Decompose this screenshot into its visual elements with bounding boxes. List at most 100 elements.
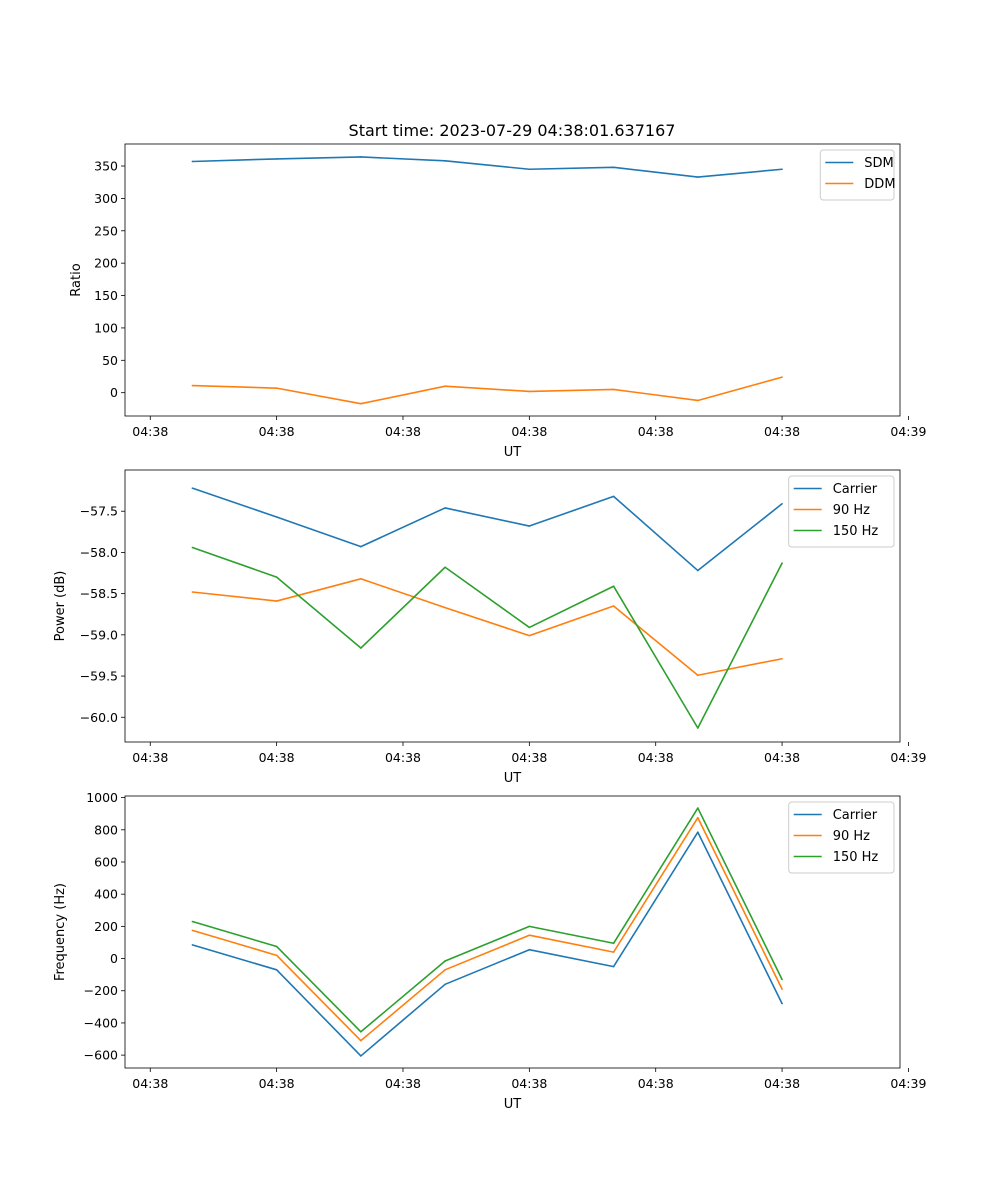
data-point <box>781 988 783 990</box>
x-tick-label: 04:38 <box>385 1076 421 1091</box>
data-point <box>612 166 615 169</box>
data-point <box>697 831 699 834</box>
legend-box <box>788 801 895 874</box>
series-line-90-hz <box>192 816 783 1042</box>
x-tick-label: 04:38 <box>259 424 295 439</box>
legend: Carrier 90 Hz 150 Hz <box>788 801 895 874</box>
x-axis-label: UT <box>504 445 522 460</box>
data-point <box>781 978 783 981</box>
data-point <box>781 502 783 505</box>
data-point <box>528 390 531 393</box>
x-tick-label: 04:38 <box>385 750 421 765</box>
legend-label: 150 Hz <box>833 850 879 865</box>
y-axis-label: Ratio <box>69 263 84 296</box>
y-tick-label: 200 <box>94 919 118 934</box>
y-tick-label: 400 <box>94 887 118 902</box>
data-point <box>275 954 278 957</box>
data-point <box>275 945 278 948</box>
data-point <box>444 983 446 986</box>
y-tick-label: 50 <box>102 353 118 368</box>
x-tick-label: 04:39 <box>890 1076 926 1091</box>
legend-label: 150 Hz <box>833 524 879 539</box>
plot-frame <box>124 143 901 417</box>
data-point <box>612 585 615 588</box>
x-tick-label: 04:38 <box>511 1076 547 1091</box>
data-point <box>612 495 615 498</box>
x-tick-label: 04:38 <box>385 424 421 439</box>
x-tick-label: 04:38 <box>638 1076 674 1091</box>
series-line-90-hz <box>192 577 783 677</box>
data-point <box>781 562 783 564</box>
x-tick-label: 04:38 <box>638 750 674 765</box>
panel-2: 04:38 04:38 04:38 04:38 04:38 04:38 04:39 −57.5… <box>53 469 926 786</box>
y-tick-label: −200 <box>84 983 118 998</box>
y-tick-label: 350 <box>94 159 118 174</box>
data-point <box>697 816 699 819</box>
legend-label: Carrier <box>833 808 878 823</box>
data-point <box>444 385 446 388</box>
y-tick-label: 200 <box>94 256 118 271</box>
x-axis-label: UT <box>504 1097 522 1112</box>
data-point <box>697 176 699 178</box>
y-tick-label: 250 <box>94 223 118 238</box>
legend-label: Carrier <box>833 482 878 497</box>
y-tick-label: −59.0 <box>80 627 118 642</box>
series-150-hz <box>191 807 783 1033</box>
x-tick-label: 04:38 <box>132 1076 168 1091</box>
series-90-hz <box>191 577 783 677</box>
y-tick-label: −58.5 <box>80 586 118 601</box>
data-point <box>191 929 194 932</box>
data-point <box>612 388 615 391</box>
legend-box <box>788 475 895 548</box>
data-point <box>275 576 278 578</box>
data-point <box>528 934 531 937</box>
data-point <box>275 600 278 602</box>
x-tick-label: 04:38 <box>259 1076 295 1091</box>
data-point <box>275 969 278 971</box>
data-point <box>275 516 278 518</box>
data-point <box>360 402 362 405</box>
legend-label: 90 Hz <box>833 829 870 844</box>
series-carrier <box>191 831 783 1057</box>
panel-1: 04:38 04:38 04:38 04:38 04:38 04:38 04:39 0 50 10… <box>69 143 926 460</box>
x-tick-label: 04:38 <box>638 424 674 439</box>
data-point <box>444 960 446 962</box>
data-point <box>444 606 446 609</box>
y-tick-label: −400 <box>84 1015 118 1030</box>
series-line-sdm <box>192 156 783 178</box>
y-tick-label: −59.5 <box>80 669 118 684</box>
plot-frame <box>124 469 901 743</box>
data-point <box>360 1030 362 1033</box>
data-point <box>781 376 783 378</box>
data-point <box>612 951 615 953</box>
data-point <box>444 969 446 971</box>
panels: 04:38 04:38 04:38 04:38 04:38 04:38 04:39 0 50 10… <box>53 143 926 1112</box>
data-point <box>528 948 531 951</box>
y-tick-label: −57.5 <box>80 504 118 519</box>
series-line-carrier <box>192 831 783 1057</box>
data-point <box>612 942 615 945</box>
series-ddm <box>191 376 783 405</box>
y-tick-label: 100 <box>94 320 118 335</box>
plot-frame <box>124 795 901 1069</box>
series-line-carrier <box>192 487 783 572</box>
data-point <box>191 920 194 923</box>
series-line-150-hz <box>192 807 783 1033</box>
series-sdm <box>191 156 783 178</box>
data-point <box>781 657 783 660</box>
series-90-hz <box>191 816 783 1042</box>
x-tick-label: 04:38 <box>511 750 547 765</box>
data-point <box>360 578 362 580</box>
data-point <box>360 1039 362 1042</box>
data-point <box>191 384 194 387</box>
data-point <box>191 546 194 549</box>
y-tick-label: −600 <box>84 1048 118 1063</box>
data-point <box>697 807 699 809</box>
y-tick-label: −58.0 <box>80 545 118 560</box>
y-tick-label: 0 <box>110 951 118 966</box>
series-carrier <box>191 487 783 572</box>
y-tick-label: 300 <box>94 191 118 206</box>
x-tick-label: 04:38 <box>132 424 168 439</box>
data-point <box>528 168 531 171</box>
legend-label: DDM <box>864 177 895 192</box>
